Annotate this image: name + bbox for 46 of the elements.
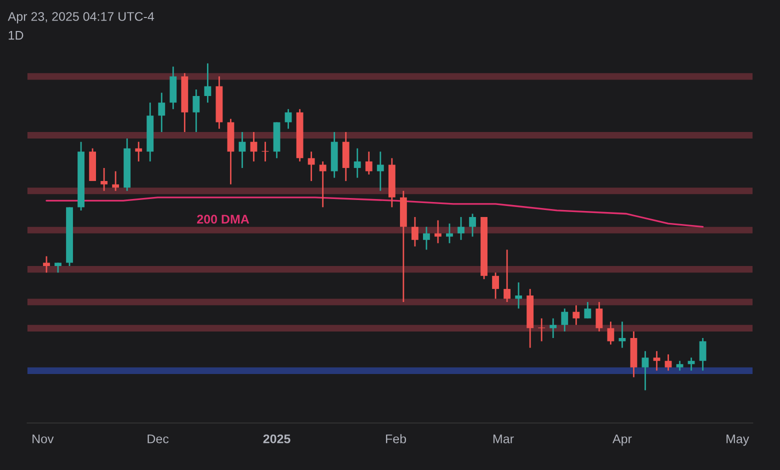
candlestick [250, 131, 258, 162]
candlestick [561, 308, 568, 332]
candlestick [618, 320, 626, 348]
candlestick [204, 62, 212, 104]
candlestick [308, 150, 315, 182]
text: Apr 23, 2025 04:17 UTC-4 [8, 12, 154, 24]
candlestick [135, 141, 142, 162]
candlestick [596, 301, 603, 332]
candlestick [284, 108, 292, 130]
candlestick [112, 170, 120, 192]
candlestick [676, 360, 684, 372]
candlestick [100, 167, 108, 192]
text: 1D [8, 31, 24, 40]
candlestick [458, 216, 464, 241]
x-tick-label: Apr [612, 434, 632, 446]
candlestick [504, 249, 511, 303]
candlestick [354, 148, 361, 178]
x-tick-label: Feb [386, 434, 406, 444]
candlestick [43, 256, 50, 274]
candlestick [423, 226, 430, 250]
x-tick-label: Dec [148, 434, 169, 444]
candlestick [584, 301, 592, 320]
candlestick [192, 88, 200, 133]
candlestick [238, 131, 246, 169]
series-label: 200 DMA [197, 214, 250, 224]
candlestick [446, 222, 453, 244]
candlestick [365, 150, 372, 176]
x-tick-label: Mar [493, 434, 514, 444]
x-tick-label: 2025 [263, 434, 290, 444]
candlestick [492, 272, 499, 300]
candlestick [572, 304, 580, 326]
x-tick-label: May [726, 434, 750, 446]
candlestick [653, 350, 660, 372]
candlestick [434, 220, 442, 244]
candlestick [158, 92, 166, 133]
candlestick [319, 160, 326, 208]
x-tick-label: Nov [32, 434, 54, 444]
candlestick [607, 320, 614, 346]
candlestick [411, 216, 418, 248]
candlestick [664, 354, 672, 372]
candlestick [376, 150, 384, 192]
candlestick [642, 350, 649, 391]
candlestick [515, 282, 522, 310]
candlestick [550, 318, 557, 339]
candlestick [469, 213, 476, 238]
candlestick [699, 337, 706, 372]
